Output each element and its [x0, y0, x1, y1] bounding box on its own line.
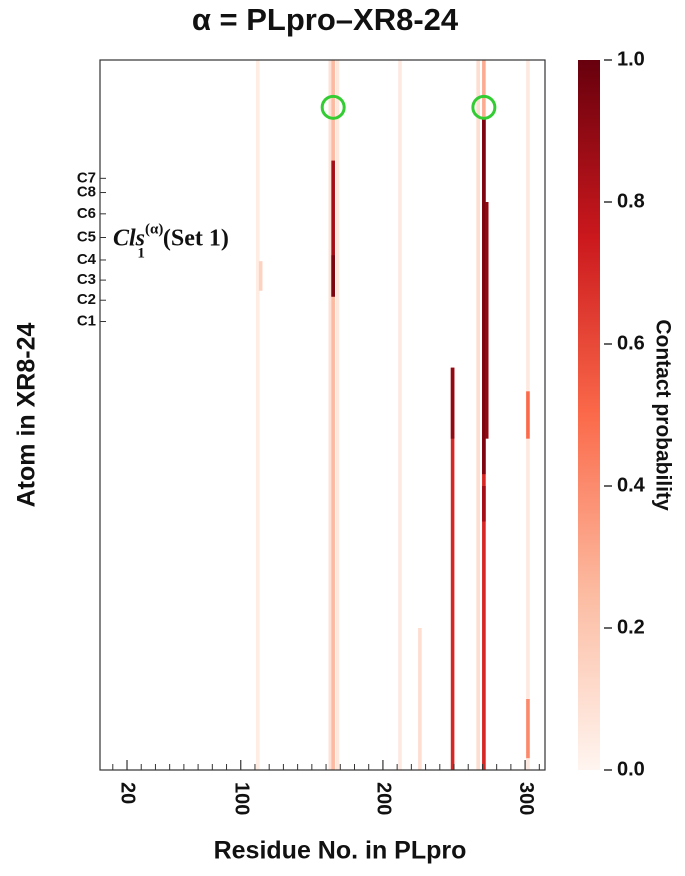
- y-tick-label: C2: [77, 291, 96, 308]
- x-tick-label: 300: [515, 782, 537, 815]
- heatmap-cell: [526, 699, 530, 759]
- heatmap-cell: [331, 160, 335, 297]
- highlight-marker: [471, 94, 497, 120]
- heatmap-cell: [256, 60, 260, 770]
- highlight-marker: [320, 94, 346, 120]
- heatmap-cell: [335, 60, 340, 770]
- colorbar-label: Contact probability: [651, 319, 674, 511]
- y-tick-label: C6: [77, 205, 96, 222]
- heatmap-cell: [331, 60, 335, 770]
- heatmap-cell: [398, 60, 402, 770]
- heatmap-cell: [418, 628, 422, 770]
- x-tick-label: 200: [373, 782, 395, 815]
- heatmap-cell: [328, 60, 333, 770]
- y-axis-label: Atom in XR8-24: [13, 323, 41, 508]
- x-tick-label: 100: [230, 782, 252, 815]
- colorbar-tick-label: 1.0: [617, 48, 645, 70]
- y-tick-label: C5: [77, 228, 96, 245]
- colorbar-tick-label: 0.8: [617, 190, 645, 212]
- heatmap-cell: [482, 119, 486, 475]
- colorbar-tick-label: 0.2: [617, 616, 645, 638]
- heatmap-cell: [526, 391, 530, 439]
- colorbar-tick-label: 0.0: [617, 758, 645, 780]
- heatmap-cell: [476, 60, 480, 770]
- annotation: Cls(α) 1 (Set 1): [113, 222, 229, 262]
- x-axis-label: Residue No. in PLpro: [214, 837, 467, 865]
- y-tick-label: C3: [77, 271, 96, 288]
- chart-title: α = PLpro–XR8-24: [192, 2, 459, 37]
- annotation-base: Cls: [113, 226, 145, 252]
- colorbar: [578, 60, 600, 770]
- heatmap-cell: [331, 255, 335, 297]
- y-tick-label: C7: [77, 169, 96, 186]
- heatmap-cell: [258, 261, 263, 291]
- heatmap-cell: [450, 367, 455, 770]
- heatmap-cell: [484, 202, 489, 439]
- annotation-sup: (α): [145, 222, 163, 238]
- colorbar-tick-label: 0.6: [617, 332, 645, 354]
- y-tick-label: C1: [77, 312, 96, 329]
- x-tick-label: 20: [117, 782, 139, 804]
- heatmap-cell: [450, 367, 455, 439]
- y-tick-label: C8: [77, 184, 96, 201]
- annotation-suffix: (Set 1): [163, 226, 229, 252]
- heatmap-cell: [482, 486, 486, 522]
- plot-frame: [99, 59, 546, 771]
- y-tick-label: C4: [77, 251, 97, 268]
- colorbar-tick-label: 0.4: [617, 474, 646, 496]
- annotation-sub: 1: [137, 246, 145, 262]
